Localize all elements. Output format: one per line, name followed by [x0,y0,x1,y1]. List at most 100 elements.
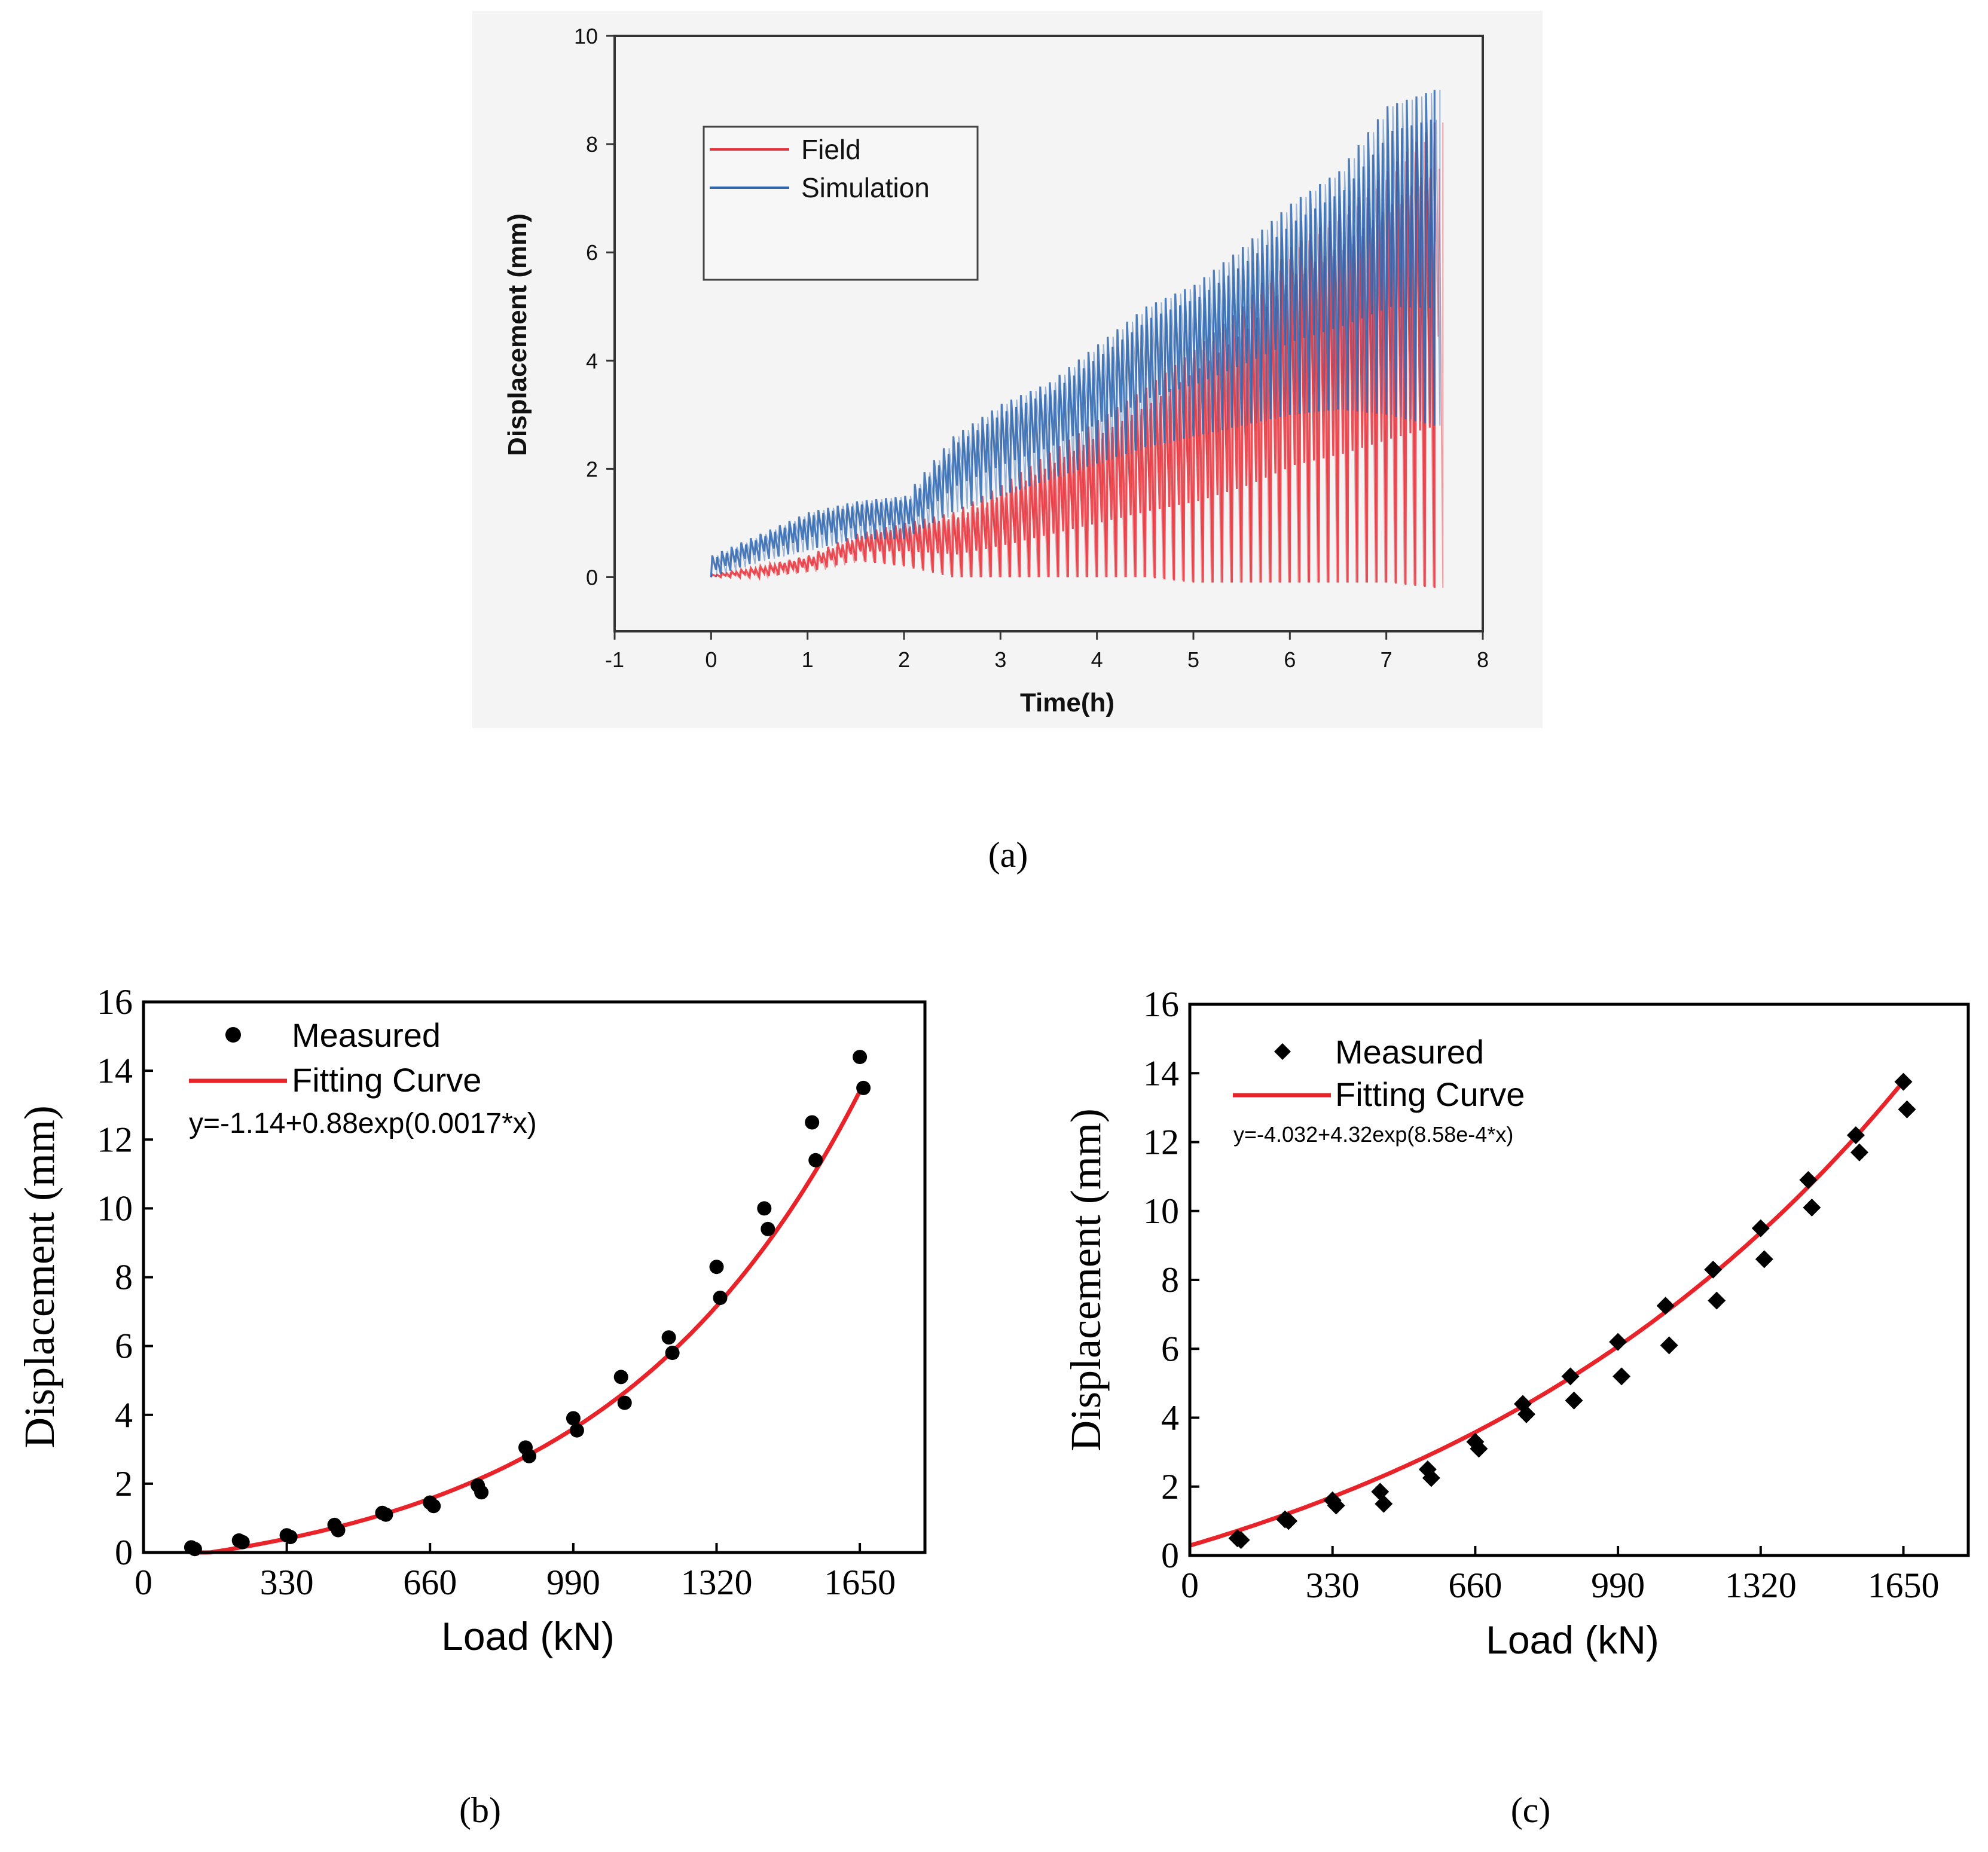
chart-b-measured-point [856,1080,871,1095]
chart-a-y-tick-label: 10 [574,24,598,48]
chart-b-legend-measured: Measured [292,1016,441,1054]
chart-c-measured-point [1708,1291,1726,1310]
chart-b-equation: y=-1.14+0.88exp(0.0017*x) [189,1108,537,1139]
chart-b-y-tick-label: 6 [115,1327,133,1366]
chart-c-measured-point [1704,1260,1723,1279]
chart-c-measured-point [1327,1496,1345,1515]
chart-c-y-axis-label: Displacement (mm) [1062,1108,1110,1451]
chart-b-measured-point [613,1370,628,1385]
chart-b-measured-point [665,1346,680,1361]
chart-c-ticks: 0 330 660 990 1320 1650 0 2 4 6 8 10 12 14 16 [1143,985,1940,1605]
chart-b-ticks: 0 330 660 990 1320 1650 0 2 4 6 8 10 12 14 16 [97,982,896,1602]
chart-c-measured-point [1656,1297,1675,1315]
chart-c-fitting-curve [1189,1080,1905,1548]
chart-c-legend: Measured Fitting Curve y=-4.032+4.32exp(… [1233,1033,1525,1147]
chart-a-x-tick-label: 7 [1381,647,1392,672]
chart-c-measured-point [1751,1219,1770,1237]
chart-c: 0 330 660 990 1320 1650 0 2 4 6 8 10 12 14 16 Load (kN… [1062,985,1970,1830]
chart-b-measured-point [661,1330,676,1345]
chart-a-y-tick-label: 8 [586,132,598,157]
chart-c-measured-point [1660,1336,1678,1355]
chart-c-measured-point [1561,1367,1580,1386]
chart-b-measured-point [808,1153,823,1168]
chart-b-legend-marker [225,1027,241,1043]
chart-c-measured-point [1894,1072,1913,1091]
chart-a-y-axis-label: Displacement (mm) [503,213,532,456]
chart-a-y-tick-label: 4 [586,349,598,373]
chart-a-y-tick-label: 6 [586,240,598,265]
chart-c-measured-point [1279,1512,1298,1530]
chart-c-measured-point [1609,1333,1627,1351]
chart-a-legend: Field Simulation [703,126,979,281]
chart-b-y-tick-label: 12 [97,1120,133,1159]
chart-b-measured-point [378,1507,393,1522]
chart-a-x-tick-label: 0 [705,647,717,672]
chart-b-measured-point [235,1535,250,1550]
chart-b-measured-point [566,1411,581,1426]
chart-b-measured-point [853,1050,868,1065]
chart-c-measured-point [1375,1495,1393,1513]
chart-a-x-tick-label: 3 [994,647,1006,672]
chart-a-x-tick-label: 6 [1284,647,1296,672]
chart-b-legend: Measured Fitting Curve y=-1.14+0.88exp(0… [189,1016,537,1139]
chart-c-measured-point [1470,1440,1488,1458]
chart-a-x-axis-label: Time(h) [1020,688,1114,717]
chart-b-measured-point [805,1115,820,1130]
chart-c-measured-point [1799,1171,1818,1189]
panel-label-c: (c) [1511,1790,1551,1830]
chart-c-y-tick-label: 6 [1161,1329,1179,1368]
chart-b-y-axis-label: Displacement (mm) [16,1105,63,1448]
chart-c-x-tick-label: 1650 [1868,1566,1940,1605]
chart-b-measured-point [761,1221,775,1236]
chart-c-measured-point [1846,1126,1865,1144]
chart-a-x-tick-label: 4 [1091,647,1103,672]
chart-c-measured-point [1517,1405,1535,1423]
chart-b-measured-point [426,1499,441,1514]
chart-c-legend-marker [1274,1043,1291,1060]
chart-b-y-tick-label: 4 [115,1395,133,1435]
chart-a-legend-box [703,126,979,281]
chart-b-measured-point [283,1530,298,1545]
chart-c-measured-point [1850,1143,1868,1162]
chart-c-measured-point [1613,1367,1631,1386]
chart-c-equation: y=-4.032+4.32exp(8.58e-4*x) [1233,1122,1513,1147]
chart-b-x-tick-label: 1650 [824,1563,896,1602]
chart-a-axes-frame [613,35,1484,632]
chart-b-x-tick-label: 0 [135,1563,152,1602]
chart-a-x-tick-label: -1 [605,647,624,672]
chart-c-x-tick-label: 990 [1591,1566,1645,1605]
chart-a-x-tick-label: 8 [1477,647,1489,672]
chart-b-x-tick-label: 990 [546,1563,600,1602]
chart-a-y-tick-label: 2 [586,457,598,481]
chart-c-measured-point [1422,1469,1440,1487]
chart-b-y-tick-label: 14 [97,1051,133,1090]
chart-c-y-tick-label: 12 [1143,1123,1179,1162]
chart-c-plot-layer [1189,1072,1916,1550]
chart-c-measured-point [1898,1100,1916,1118]
chart-b-measured-point [757,1201,772,1216]
chart-c-x-tick-label: 0 [1181,1566,1199,1605]
chart-b-x-tick-label: 660 [403,1563,457,1602]
chart-c-y-tick-label: 4 [1161,1398,1179,1438]
chart-c-y-tick-label: 0 [1161,1536,1179,1575]
chart-b-x-axis-label: Load (kN) [441,1614,615,1658]
chart-b-measured-point [331,1523,346,1538]
chart-b-measured-point [709,1260,724,1275]
panel-label-a: (a) [988,835,1028,875]
chart-c-y-tick-label: 8 [1161,1260,1179,1300]
chart-c-x-tick-label: 660 [1448,1566,1502,1605]
chart-c-x-axis-label: Load (kN) [1486,1618,1659,1662]
chart-b-measured-point [187,1542,202,1557]
chart-a-x-tick-label: 1 [802,647,814,672]
chart-c-legend-fit: Fitting Curve [1335,1075,1525,1113]
panel-label-b: (b) [459,1790,501,1830]
chart-a-series-simulation-secondary [716,90,1441,577]
chart-b-y-tick-label: 16 [97,982,133,1022]
chart-c-x-tick-label: 1320 [1725,1566,1797,1605]
chart-c-measured-point [1803,1198,1821,1217]
chart-c-y-tick-label: 14 [1143,1053,1179,1093]
chart-c-legend-measured: Measured [1335,1033,1484,1071]
chart-c-x-tick-label: 330 [1306,1566,1360,1605]
chart-c-measured-point [1755,1250,1773,1269]
